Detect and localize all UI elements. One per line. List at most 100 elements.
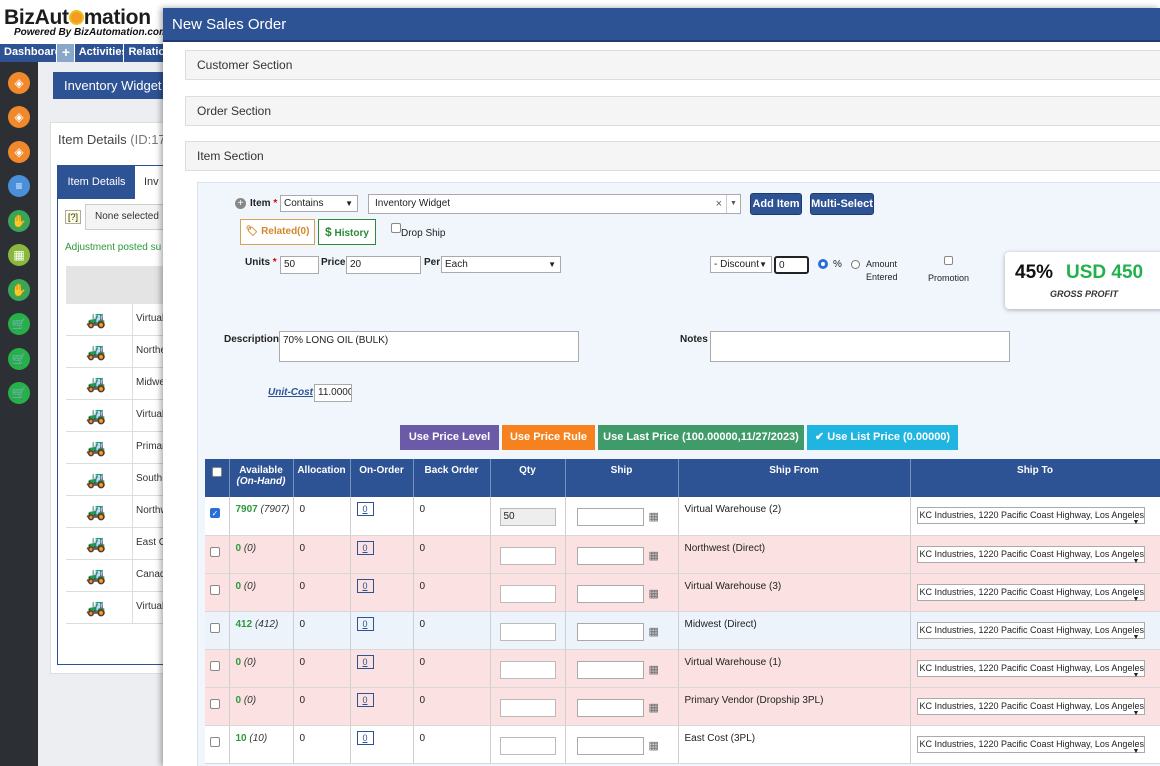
ship-to-select[interactable]: KC Industries, 1220 Pacific Coast Highwa… bbox=[916, 697, 1145, 715]
chart-icon[interactable]: ▦ bbox=[8, 244, 30, 266]
ship-date-input[interactable] bbox=[576, 584, 644, 603]
cart-icon[interactable]: 🛒 bbox=[8, 313, 30, 335]
ship-date-input[interactable] bbox=[576, 660, 644, 679]
ship-date-input[interactable] bbox=[576, 546, 644, 565]
ship-date-input[interactable] bbox=[576, 508, 644, 526]
qty-input[interactable] bbox=[499, 660, 556, 679]
units-input[interactable]: 50 bbox=[280, 256, 319, 274]
cart-icon[interactable]: 🛒 bbox=[8, 348, 30, 370]
warehouse-select[interactable]: None selected bbox=[85, 204, 165, 230]
chevron-down-icon[interactable]: ▼ bbox=[1132, 633, 1140, 641]
chevron-down-icon[interactable]: ▼ bbox=[1132, 709, 1140, 717]
use-price-rule-button[interactable]: Use Price Rule bbox=[502, 425, 595, 450]
tab-inventory[interactable]: Inv bbox=[144, 176, 159, 188]
qty-input[interactable] bbox=[499, 546, 556, 565]
calendar-icon[interactable]: ▦ bbox=[648, 663, 659, 676]
description-textarea[interactable]: 70% LONG OIL (BULK) bbox=[279, 331, 579, 362]
database-icon[interactable]: ≡ bbox=[8, 175, 30, 197]
forklift-icon[interactable]: 🚜 bbox=[86, 408, 106, 425]
row-checkbox[interactable] bbox=[210, 622, 220, 633]
tag-icon[interactable]: ◈ bbox=[8, 72, 30, 94]
related-button[interactable]: 🏷 Related(0) bbox=[240, 219, 315, 245]
select-all-checkbox[interactable] bbox=[211, 467, 222, 477]
handshake-icon[interactable]: ✋ bbox=[8, 279, 30, 301]
ship-to-select[interactable]: KC Industries, 1220 Pacific Coast Highwa… bbox=[916, 507, 1145, 524]
chevron-down-icon[interactable]: ▼ bbox=[726, 195, 740, 213]
select-all-header[interactable] bbox=[205, 459, 230, 497]
on-order-link[interactable]: 0 bbox=[356, 692, 374, 707]
qty-input[interactable] bbox=[499, 584, 556, 603]
row-checkbox[interactable]: ✓ bbox=[210, 508, 220, 518]
row-checkbox[interactable] bbox=[210, 736, 220, 747]
multi-select-button[interactable]: Multi-Select bbox=[810, 193, 874, 215]
row-checkbox[interactable] bbox=[210, 660, 220, 671]
unit-cost-input[interactable]: 11.0000 bbox=[314, 384, 352, 402]
match-mode-select[interactable]: Contains ▼ bbox=[280, 195, 358, 212]
row-checkbox[interactable] bbox=[210, 584, 220, 595]
forklift-icon[interactable]: 🚜 bbox=[86, 472, 106, 489]
unit-cost-link[interactable]: Unit-Cost bbox=[268, 387, 313, 398]
qty-input[interactable] bbox=[499, 698, 556, 717]
forklift-icon[interactable]: 🚜 bbox=[86, 600, 106, 617]
ship-date-input[interactable] bbox=[576, 698, 644, 717]
forklift-icon[interactable]: 🚜 bbox=[86, 568, 106, 585]
ship-date-input[interactable] bbox=[576, 622, 644, 641]
forklift-icon[interactable]: 🚜 bbox=[86, 504, 106, 521]
promotion-checkbox[interactable] bbox=[944, 256, 953, 265]
ship-to-select[interactable]: KC Industries, 1220 Pacific Coast Highwa… bbox=[916, 545, 1145, 563]
cart-icon[interactable]: 🛒 bbox=[8, 382, 30, 404]
tab-item-details[interactable]: Item Details bbox=[58, 166, 135, 199]
row-checkbox[interactable] bbox=[210, 546, 220, 557]
use-last-price-button[interactable]: Use Last Price (100.00000,11/27/2023) bbox=[598, 425, 804, 450]
calendar-icon[interactable]: ▦ bbox=[648, 511, 659, 523]
forklift-icon[interactable]: 🚜 bbox=[86, 440, 106, 457]
on-order-link[interactable]: 0 bbox=[356, 578, 374, 593]
use-list-price-button[interactable]: ✔ Use List Price (0.00000) bbox=[807, 425, 958, 450]
on-order-link[interactable]: 0 bbox=[356, 502, 374, 516]
ship-to-select[interactable]: KC Industries, 1220 Pacific Coast Highwa… bbox=[916, 621, 1145, 639]
drop-ship-checkbox[interactable] bbox=[391, 223, 401, 233]
calendar-icon[interactable]: ▦ bbox=[648, 625, 659, 638]
notes-textarea[interactable] bbox=[710, 331, 1010, 362]
calendar-icon[interactable]: ▦ bbox=[648, 587, 659, 600]
item-search-input[interactable]: Inventory Widget × ▼ bbox=[368, 194, 741, 214]
use-price-level-button[interactable]: Use Price Level bbox=[400, 425, 499, 450]
chevron-down-icon[interactable]: ▼ bbox=[1132, 519, 1140, 526]
forklift-icon[interactable]: 🚜 bbox=[86, 312, 106, 329]
row-checkbox[interactable] bbox=[210, 698, 220, 709]
nav-activities[interactable]: Activities bbox=[75, 44, 125, 62]
qty-input[interactable]: 50 bbox=[499, 508, 556, 526]
ship-date-input[interactable] bbox=[576, 736, 644, 755]
nav-dashboard[interactable]: Dashboard bbox=[0, 44, 57, 62]
help-badge[interactable]: [?] bbox=[65, 210, 82, 224]
order-section[interactable]: Order Section bbox=[185, 96, 1160, 126]
calendar-icon[interactable]: ▦ bbox=[648, 739, 659, 752]
percent-radio[interactable] bbox=[818, 259, 828, 269]
customer-section[interactable]: Customer Section bbox=[185, 50, 1160, 80]
plus-circle-icon[interactable]: + bbox=[235, 198, 246, 209]
discount-amount-input[interactable]: 0 bbox=[774, 256, 809, 274]
handshake-icon[interactable]: ✋ bbox=[8, 210, 30, 232]
chevron-down-icon[interactable]: ▼ bbox=[1132, 671, 1140, 679]
item-section[interactable]: Item Section bbox=[185, 141, 1160, 171]
calendar-icon[interactable]: ▦ bbox=[648, 701, 659, 714]
nav-plus-button[interactable]: + bbox=[56, 44, 75, 62]
app-logo[interactable]: BizAut mation bbox=[4, 6, 151, 29]
ship-to-select[interactable]: KC Industries, 1220 Pacific Coast Highwa… bbox=[916, 583, 1145, 601]
history-button[interactable]: $ History bbox=[318, 219, 376, 245]
chevron-down-icon[interactable]: ▼ bbox=[1132, 557, 1140, 565]
ship-to-select[interactable]: KC Industries, 1220 Pacific Coast Highwa… bbox=[916, 735, 1145, 753]
discount-select[interactable]: - Discount ▼ bbox=[710, 256, 772, 273]
calendar-icon[interactable]: ▦ bbox=[648, 549, 659, 562]
price-input[interactable]: 20 bbox=[346, 256, 421, 274]
tag-icon[interactable]: ◈ bbox=[8, 141, 30, 163]
clear-icon[interactable]: × bbox=[715, 198, 722, 210]
add-item-button[interactable]: Add Item bbox=[750, 193, 802, 215]
forklift-icon[interactable]: 🚜 bbox=[86, 376, 106, 393]
ship-to-select[interactable]: KC Industries, 1220 Pacific Coast Highwa… bbox=[916, 659, 1145, 677]
nav-relationships[interactable]: Relatio bbox=[124, 44, 164, 62]
qty-input[interactable] bbox=[499, 736, 556, 755]
forklift-icon[interactable]: 🚜 bbox=[86, 344, 106, 361]
forklift-icon[interactable]: 🚜 bbox=[86, 536, 106, 553]
amount-radio[interactable] bbox=[851, 260, 860, 269]
